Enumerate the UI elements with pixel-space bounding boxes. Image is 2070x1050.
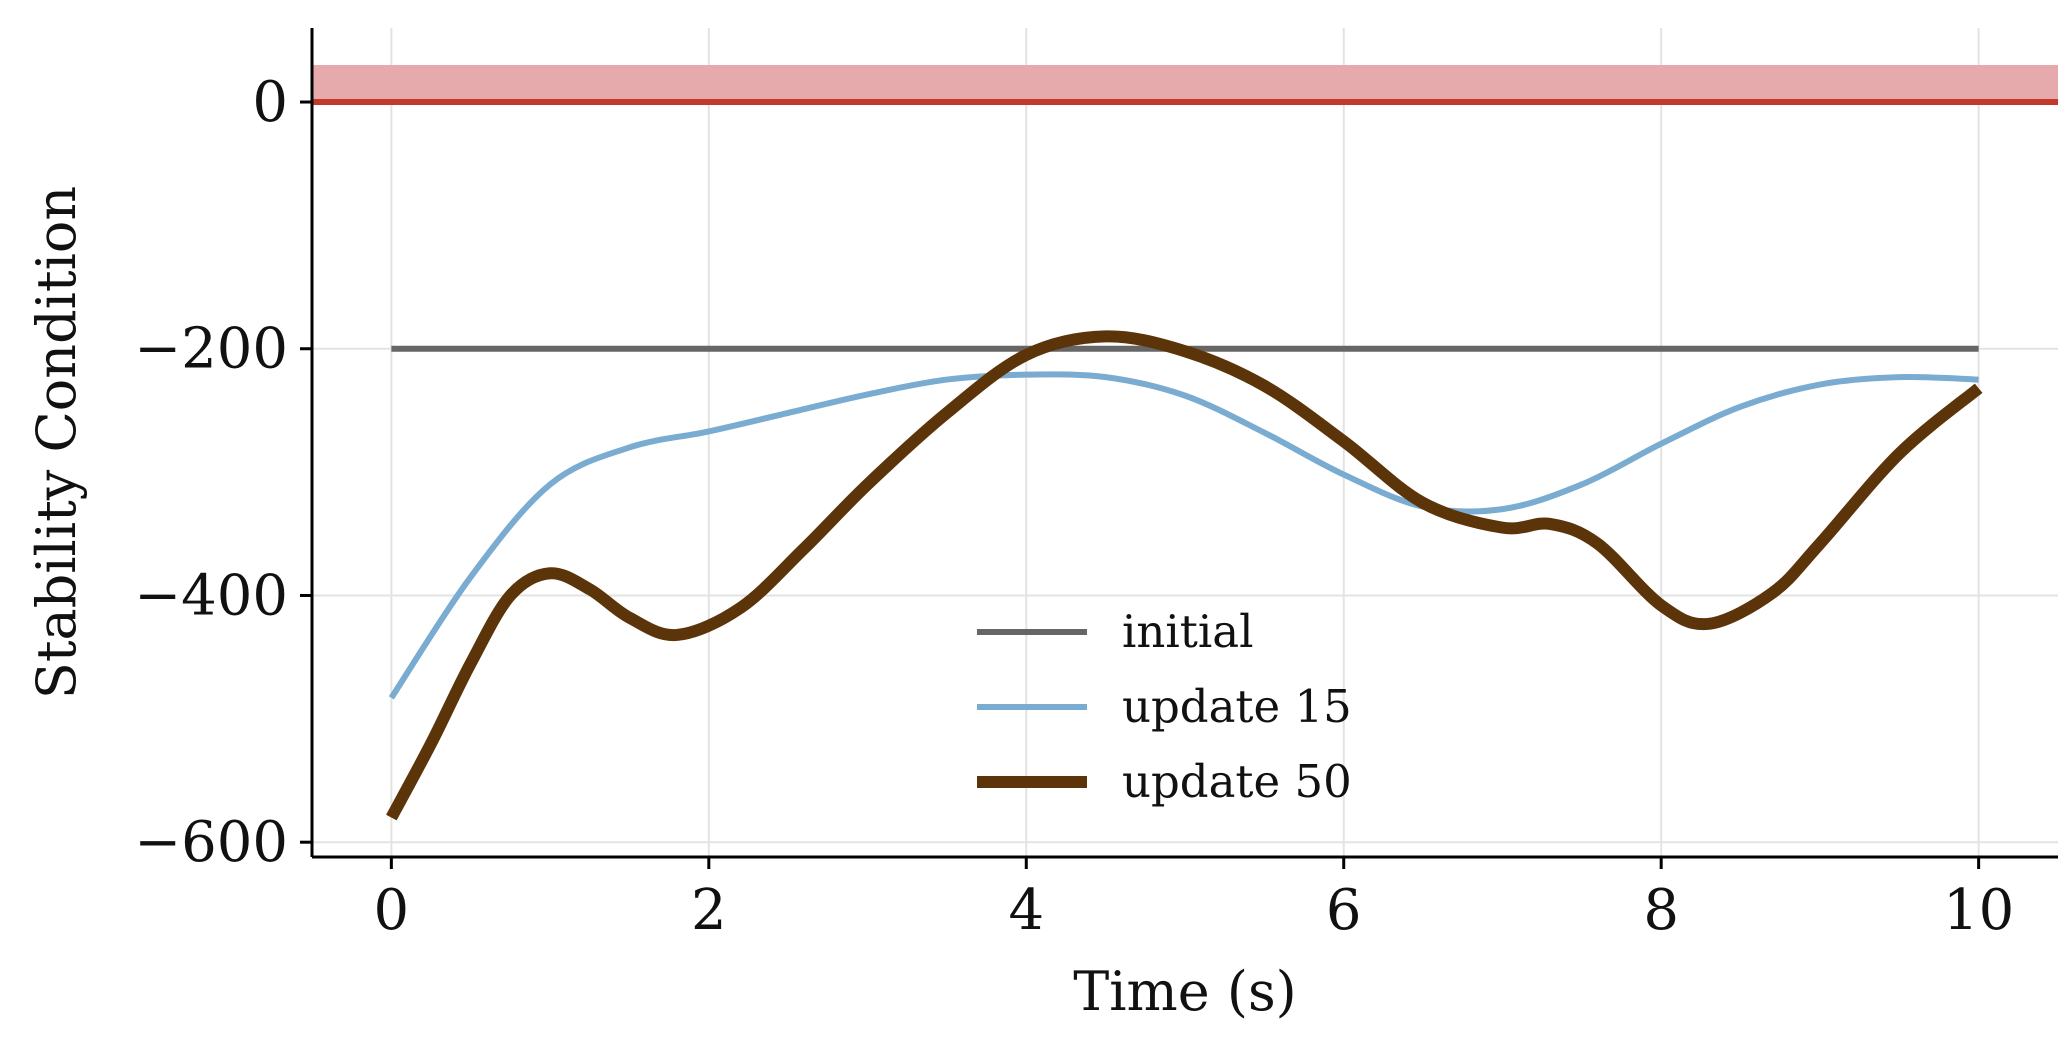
x-tick-label: 6 xyxy=(1326,878,1362,943)
legend-label: update 50 xyxy=(1122,755,1352,808)
x-axis-label: Time (s) xyxy=(1073,960,1296,1023)
y-tick-label: −200 xyxy=(134,317,288,382)
series-layer xyxy=(386,330,1983,821)
x-tick-label: 10 xyxy=(1943,878,2014,943)
threshold-band xyxy=(312,65,2058,103)
x-tick-label: 0 xyxy=(374,878,410,943)
x-tick-label: 4 xyxy=(1008,878,1044,943)
legend-label: update 15 xyxy=(1122,680,1352,733)
y-tick-label: −600 xyxy=(134,810,288,875)
axes xyxy=(310,28,2058,859)
x-tick-label: 2 xyxy=(691,878,727,943)
y-axis-label: Stability Condition xyxy=(25,186,88,699)
series-line-update-15 xyxy=(388,371,1979,700)
x-tick-label: 8 xyxy=(1643,878,1679,943)
threshold-band-layer xyxy=(312,65,2058,106)
ticks: 0 2 4 6 8 10 0 −200 −400 −600 xyxy=(134,70,2014,943)
legend: initial update 15 update 50 xyxy=(977,605,1352,808)
legend-label: initial xyxy=(1122,605,1253,658)
y-tick-label: 0 xyxy=(252,70,288,135)
y-tick-label: −400 xyxy=(134,563,288,628)
series-line-update-50 xyxy=(386,330,1983,821)
